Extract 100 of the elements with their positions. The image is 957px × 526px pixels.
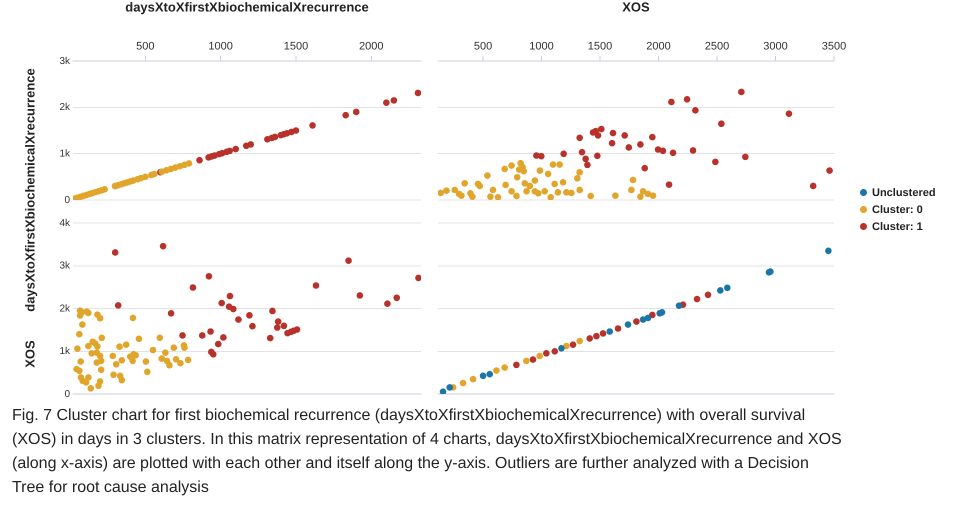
x-tick-label: 3000 [763,40,788,52]
point [95,382,102,390]
point [266,334,274,342]
point [79,321,86,328]
y-axis-title: daysXtoXfirstXbiochemicalXrecurrence [22,68,38,312]
point [272,134,278,140]
point [649,134,656,140]
x-tick-label: 500 [136,40,154,52]
point [172,356,180,363]
point [676,302,682,309]
point [660,148,666,154]
point [558,345,565,352]
point [501,364,508,371]
point [352,108,360,116]
point [198,332,206,339]
point [440,388,446,394]
point [150,346,156,354]
y-tick-label: 3k [59,260,71,272]
point [536,352,543,360]
point [606,328,614,335]
point [541,188,548,195]
point [446,384,453,391]
point [626,144,632,151]
x-tick-label: 2000 [359,40,384,52]
point [534,190,542,197]
point [156,334,164,342]
point [523,358,530,364]
point [269,308,276,314]
point [742,154,749,160]
point [650,192,656,199]
point [170,344,178,351]
point [621,132,628,139]
caption: Fig. 7 Cluster chart for first biochemical recurrence (daysXtoXfirstXbiochemicalXrecurrence) with overall survival (XOS) in days in 3 clusters. In this matrix representation of 4 charts, daysXtoXfirstXbiochemicalXrecurrence and XOS (along x-axis) are plotted with each other and itself along the y-axis. Outliers are further analyzed with a Decision Tree for root cause analysis [12,406,842,498]
point [551,348,558,355]
point [116,343,123,350]
point [294,326,300,333]
point [292,127,300,134]
point [716,287,724,294]
point [612,192,619,199]
point [232,146,239,152]
point [556,161,563,168]
point [810,182,816,190]
point [226,148,233,154]
point [641,164,648,172]
point [704,291,712,298]
point [98,366,104,374]
point [384,300,391,308]
point [487,193,494,200]
point [118,356,126,364]
point [210,351,217,358]
y-tick-label: 3k [59,56,71,67]
point [151,170,158,178]
point [162,349,169,356]
point [584,162,591,168]
y-tick-label: 0 [64,194,70,206]
point [666,181,672,188]
point [177,360,184,367]
point [451,186,458,194]
point [186,160,192,167]
point [574,174,581,182]
point [526,182,534,190]
point [249,322,256,330]
point [109,352,116,360]
point [508,188,515,195]
point [235,316,242,323]
point [76,368,83,374]
point [190,284,196,291]
point [486,370,494,378]
point [218,300,225,306]
point [501,166,508,172]
point [694,296,700,302]
point [508,162,515,169]
point [110,372,117,378]
point [523,188,530,195]
point [520,168,528,175]
point [586,335,594,342]
point [179,332,186,339]
point [640,316,646,323]
x-axis-title: XOS [622,0,650,14]
point [598,126,605,132]
point [144,368,151,376]
point [692,107,699,114]
point [160,242,166,250]
point [712,158,719,166]
point [76,330,83,338]
point [554,189,562,196]
point [538,152,545,160]
point [96,314,104,322]
point [576,186,583,194]
legend-label: Unclustered [872,186,936,198]
point [461,180,468,187]
point [122,341,130,348]
point [393,294,400,302]
point [522,180,528,187]
y-tick-label: 0 [64,388,70,400]
point [570,341,576,348]
point [312,282,320,289]
point [576,168,583,176]
y-tick-label: 1k [59,346,71,357]
point [207,328,214,335]
